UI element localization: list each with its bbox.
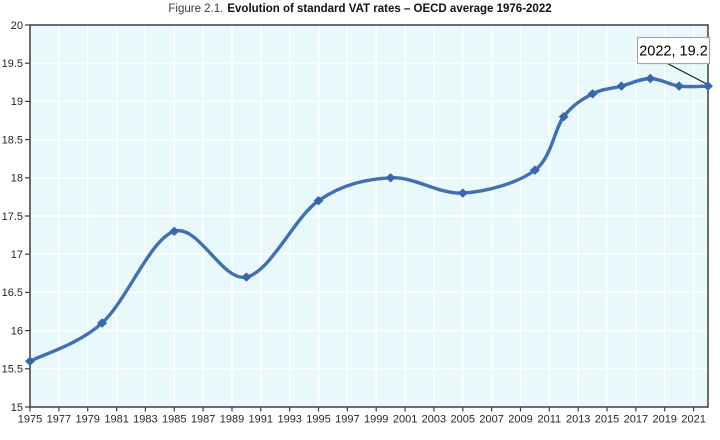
x-axis-label: 1981 (104, 414, 128, 426)
x-axis-label: 2003 (422, 414, 446, 426)
figure-title: Figure 2.1. Evolution of standard VAT rat… (0, 2, 720, 16)
annotation-label: 2022, 19.2 (639, 44, 708, 60)
data-point-marker (385, 173, 396, 183)
data-point-marker (616, 81, 627, 91)
x-axis-label: 1977 (47, 414, 71, 426)
data-point-marker (169, 226, 180, 236)
x-axis-label: 2001 (393, 414, 417, 426)
x-axis-label: 1995 (306, 414, 330, 426)
data-point-marker (25, 356, 35, 366)
y-axis-label: 18 (11, 173, 23, 185)
x-axis-label: 2007 (479, 414, 503, 426)
x-axis-label: 2009 (508, 414, 532, 426)
y-axis-label: 17 (11, 249, 23, 261)
x-axis-label: 2017 (624, 414, 648, 426)
y-axis-label: 15.5 (2, 364, 23, 376)
x-axis-label: 2019 (652, 414, 676, 426)
x-axis-label: 1989 (220, 414, 244, 426)
y-axis-label: 16.5 (2, 287, 23, 299)
x-axis-label: 2021 (681, 414, 705, 426)
x-axis-label: 1985 (162, 414, 186, 426)
x-axis-label: 1983 (133, 414, 157, 426)
x-axis-label: 1975 (18, 414, 42, 426)
x-axis-label: 2015 (595, 414, 619, 426)
data-point-marker (97, 318, 108, 328)
x-axis-label: 2013 (566, 414, 590, 426)
data-point-marker (529, 165, 540, 175)
y-axis-label: 16 (11, 325, 23, 337)
y-axis-label: 17.5 (2, 211, 23, 223)
y-axis-label: 19 (11, 96, 23, 108)
y-axis-label: 15 (11, 402, 23, 414)
x-axis-label: 1991 (249, 414, 273, 426)
x-axis-label: 1993 (277, 414, 301, 426)
data-point-marker (241, 272, 252, 282)
data-point-marker (457, 188, 468, 198)
figure-number: Figure 2.1. (168, 3, 224, 15)
y-axis-label: 18.5 (2, 134, 23, 146)
annotation-leader-line (667, 62, 707, 85)
figure-title-text: Evolution of standard VAT rates – OECD a… (227, 3, 552, 15)
x-axis-label: 1979 (75, 414, 99, 426)
x-axis-label: 1987 (191, 414, 215, 426)
data-point-marker (313, 196, 324, 206)
y-axis-label: 20 (11, 20, 23, 32)
x-axis-label: 2011 (537, 414, 561, 426)
x-axis-label: 1999 (364, 414, 388, 426)
data-point-marker (645, 73, 656, 84)
data-point-marker (558, 112, 569, 122)
x-axis-label: 2005 (451, 414, 475, 426)
data-point-marker (587, 89, 598, 99)
annotation-box (636, 36, 711, 65)
x-axis-label: 1997 (335, 414, 359, 426)
data-point-marker (674, 81, 685, 91)
y-axis-label: 19.5 (2, 58, 23, 70)
